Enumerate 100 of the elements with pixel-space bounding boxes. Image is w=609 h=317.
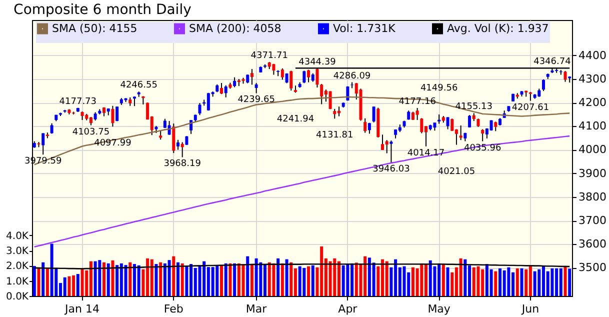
candlestick [254,82,258,94]
candlestick [220,82,223,95]
bar [346,264,350,296]
y-tick-label: 3800 [578,190,606,204]
candlestick [407,110,410,120]
bar [276,258,280,296]
bar [559,268,562,296]
bar [32,266,36,296]
annotation: 3968.19 [164,159,202,170]
bar [159,262,162,296]
annotation: 4344.39 [298,58,336,68]
bar [80,269,84,296]
bar [168,260,171,296]
candlestick [111,105,114,128]
candlestick [233,76,236,88]
bar [242,264,245,296]
bar [354,262,358,296]
bar [46,268,49,296]
bar [524,269,528,296]
y-tick-label: 4000 [578,143,606,156]
bar [176,262,180,296]
y-tick-label: 3900 [578,166,606,180]
candlestick [290,70,293,92]
y-tick-label: 3500 [578,261,606,274]
bar [185,266,188,296]
bar [102,262,106,296]
bar [502,270,506,296]
bar [342,265,345,296]
bar [507,267,510,296]
annotation: 3946.03 [372,164,410,174]
bar [128,262,132,296]
bar [111,260,114,296]
bar [459,258,462,296]
bar [307,266,310,296]
candlestick [446,116,450,130]
candlestick [416,107,419,121]
bar [298,266,302,296]
candlestick [420,118,424,134]
bar [564,266,567,296]
bar [328,261,332,296]
annotation: 4155.13 [455,102,492,112]
y2-tick-label: 0.0K [6,292,29,302]
bar [416,268,419,296]
annotation: 4241.94 [276,114,314,125]
candlestick [450,118,454,132]
annotation: 4177.16 [398,96,436,107]
y-tick-label: 4100 [578,120,606,133]
annotation: 4014.17 [407,148,445,158]
x-tick-label: Mar [246,302,268,316]
candlestick [198,102,202,116]
annotation: 4097.99 [94,138,132,149]
bar [63,277,66,296]
annotation: 4239.65 [238,95,275,106]
candlestick [116,106,119,122]
bar [172,256,176,296]
candlestick [250,68,254,86]
candlestick [542,78,545,92]
bar [42,262,45,296]
bar [272,263,276,296]
legend-label: Vol: 1.731K [333,22,396,35]
annotation: 4103.75 [72,127,110,138]
bar [311,265,314,296]
bar [216,266,219,296]
bar [538,269,541,296]
bar [568,268,572,296]
y-tick-label: 4400 [578,48,606,62]
bar [302,268,306,296]
bar [50,244,54,296]
candlestick [385,140,388,154]
candlestick [50,122,54,134]
bar [220,265,223,296]
annotation: 4177.73 [59,96,97,107]
bar [442,264,445,296]
bar [476,266,480,296]
bar [116,265,119,296]
bar [233,263,236,296]
annotation: 4207.61 [512,102,550,113]
bar [333,258,336,296]
bar [250,264,254,296]
annotation: 4246.55 [120,80,158,91]
y-tick-label: 4300 [578,72,606,86]
bar [446,267,450,296]
bar [290,262,293,296]
legend-label: SMA (200): 4058 [189,22,282,35]
bar [254,258,258,296]
bar [211,267,214,296]
candlestick [42,132,45,156]
bar [68,276,71,296]
y-tick-label: 3600 [578,238,606,251]
bar [94,261,97,296]
chart-title: Composite 6 month Daily [14,2,192,18]
bar [106,263,110,296]
y2-tick-label: 3.0K [6,246,29,258]
annotation: 4371.71 [250,51,288,62]
bar [520,268,524,296]
bar [198,265,202,296]
bar [472,267,476,296]
bar [494,271,498,296]
legend-label: Avg. Vol (K): 1.937 [447,22,549,35]
candlestick [224,84,228,98]
